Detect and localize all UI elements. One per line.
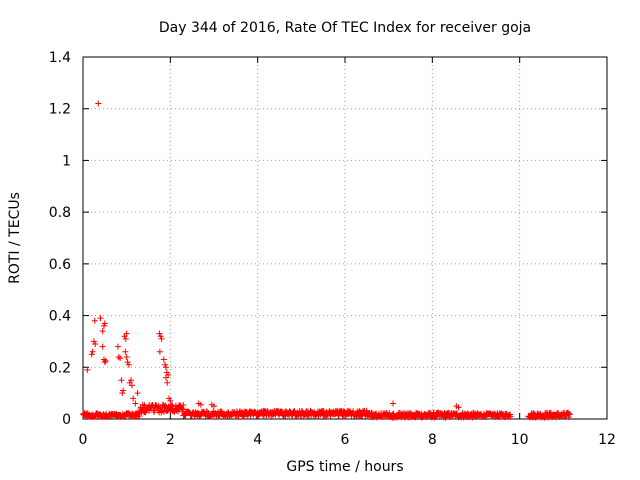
data-point <box>124 359 131 366</box>
data-point <box>91 317 98 324</box>
grid <box>83 57 607 419</box>
data-point <box>102 357 109 364</box>
data-point <box>99 328 106 335</box>
data-point <box>115 353 122 360</box>
baseline-point <box>566 411 573 418</box>
data-point <box>101 359 108 366</box>
y-tick-label: 0.6 <box>49 257 71 273</box>
data-point <box>163 369 170 376</box>
data-point <box>164 379 171 386</box>
data-point <box>92 341 99 348</box>
data-point <box>122 348 129 355</box>
data-point <box>100 322 107 329</box>
data-point <box>197 401 204 408</box>
data-point <box>123 330 130 337</box>
data-point <box>114 343 121 350</box>
baseline-point <box>259 411 266 418</box>
data-point <box>123 353 130 360</box>
y-axis-label: ROTI / TECUs <box>7 192 23 284</box>
x-tick-label: 10 <box>511 432 529 448</box>
chart-title: Day 344 of 2016, Rate Of TEC Index for r… <box>159 20 531 36</box>
data-point <box>95 100 102 107</box>
data-point <box>97 315 104 322</box>
data-point <box>130 395 137 402</box>
data-point <box>455 404 462 411</box>
data-point <box>128 382 135 389</box>
data-point <box>169 403 176 410</box>
data-point <box>84 366 91 373</box>
data-point <box>134 390 141 397</box>
baseline-point <box>566 411 573 418</box>
x-tick-label: 6 <box>341 432 350 448</box>
data-point <box>101 320 108 327</box>
data-point <box>117 355 124 362</box>
baseline-point <box>532 414 539 421</box>
baseline-point <box>182 412 189 419</box>
axis-ticks: 0 0.2 0.4 0.6 0.8 1 1.2 1.4 0 2 4 6 8 10 12 <box>49 50 616 448</box>
data-point <box>160 356 167 363</box>
data-point <box>211 403 217 410</box>
data-point <box>156 330 163 337</box>
data-point <box>165 372 172 379</box>
data-point <box>125 361 132 368</box>
data-point <box>158 335 165 342</box>
data-point <box>88 351 95 358</box>
data-point <box>162 364 169 371</box>
data-point <box>90 338 97 345</box>
data-point <box>120 387 127 394</box>
baseline-point <box>180 401 187 408</box>
data-point <box>89 348 96 355</box>
baseline-point <box>260 412 267 419</box>
x-tick-label: 0 <box>79 432 88 448</box>
y-tick-label: 1.2 <box>49 102 71 118</box>
baseline-point <box>264 408 271 415</box>
baseline-point <box>178 405 185 412</box>
data-point <box>157 333 164 340</box>
y-tick-label: 0 <box>62 412 71 428</box>
data-point <box>166 395 173 402</box>
y-tick-label: 0.2 <box>49 360 71 376</box>
x-tick-label: 4 <box>253 432 262 448</box>
data-point <box>156 348 163 355</box>
baseline-point <box>179 406 186 413</box>
data-point <box>162 361 169 368</box>
x-axis-label: GPS time / hours <box>286 459 403 475</box>
baseline-point <box>241 413 248 420</box>
data-point <box>390 400 397 407</box>
baseline-point <box>122 414 129 421</box>
y-tick-label: 0.4 <box>49 309 71 325</box>
baseline-point <box>175 408 182 415</box>
baseline-point <box>181 412 188 419</box>
data-point <box>118 377 125 384</box>
data-point <box>122 335 129 342</box>
x-tick-label: 8 <box>428 432 437 448</box>
x-tick-label: 2 <box>166 432 175 448</box>
data-point <box>119 390 126 397</box>
data-point <box>128 377 135 384</box>
baseline-point <box>168 401 175 408</box>
data-point <box>132 400 139 407</box>
baseline-point <box>442 414 449 421</box>
x-tick-label: 12 <box>598 432 616 448</box>
data-point <box>99 343 106 350</box>
baseline-point <box>290 408 297 415</box>
y-tick-label: 1.4 <box>49 50 71 66</box>
data-points <box>80 100 573 421</box>
y-tick-label: 1 <box>62 153 71 169</box>
baseline-point <box>507 413 514 420</box>
y-tick-label: 0.8 <box>49 205 71 221</box>
data-point <box>167 397 174 404</box>
